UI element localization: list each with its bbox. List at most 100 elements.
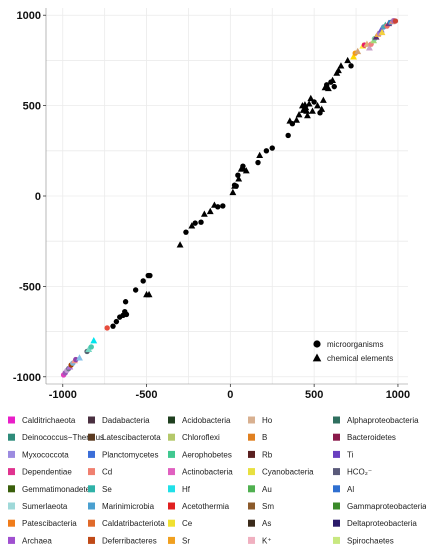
point-circle [147,272,153,279]
color-legend-swatch [8,468,15,476]
color-legend-label: Patescibacteria [22,519,77,528]
color-legend-swatch [333,519,340,527]
point-triangle [145,290,153,298]
color-legend-swatch [168,519,175,527]
point-circle [122,299,129,305]
point-triangle [354,47,362,55]
point-circle [263,148,270,154]
point-circle [215,204,221,210]
point-circle [220,203,226,209]
point-triangle [318,105,326,112]
color-legend-label: Archaea [22,536,52,545]
color-legend-swatch [248,468,255,476]
color-legend-label: Actinobacteria [182,468,233,477]
y-tick-label: 1000 [17,10,41,22]
color-legend-label: Gammaproteobacteria [347,502,426,511]
x-tick-label: -500 [136,389,158,401]
point-triangle [303,107,311,114]
point-circle [73,356,79,363]
color-legend-swatch [88,416,95,424]
color-legend-label: Bacteroidetes [347,433,396,442]
point-circle [311,99,317,105]
x-tick-label: 500 [305,389,323,401]
color-legend-label: HCO₂⁻ [347,468,372,477]
point-circle [331,83,337,90]
color-legend-label: Ce [182,519,193,528]
point-triangle [304,111,311,119]
point-triangle [366,44,373,51]
color-legend-swatch [248,502,255,510]
color-legend-label: Caldatribacteriota [102,519,165,528]
point-triangle [314,102,321,109]
color-legend-label: Spirochaetes [347,536,394,545]
shape-legend-label: microorganisms [327,340,383,349]
point-triangle [319,96,327,103]
grid [46,8,408,384]
point-triangle [293,116,300,123]
color-legend-label: As [262,519,271,528]
color-legend-swatch [88,536,95,544]
color-legend-label: Sm [262,502,274,511]
point-triangle [344,56,352,64]
point-triangle [76,354,83,361]
color-legend-swatch [248,519,255,527]
color-legend-label: Ti [347,450,354,459]
color-legend-label: Al [347,485,354,494]
color-legend-swatch [8,433,15,441]
color-legend-swatch [333,433,340,441]
point-triangle [235,175,243,182]
color-legend-swatch [168,433,175,441]
color-legend-label: Dependentiae [22,468,72,477]
color-legend-swatch [333,416,340,424]
color-legend-label: Deferribacteres [102,536,157,545]
color-legend-label: K⁺ [262,536,272,545]
point-triangle [242,167,250,174]
point-circle [132,287,139,293]
point-triangle [176,241,184,248]
legend-triangle-symbol [312,353,322,362]
color-legend-swatch [333,485,340,493]
shape-legend: microorganisms chemical elements [312,340,393,363]
color-legend-label: Dadabacteria [102,416,150,425]
point-circle [113,318,120,325]
color-legend-label: Cyanobacteria [262,468,314,477]
point-circle [348,63,354,69]
color-legend-label: Latescibacterota [102,433,161,442]
color-legend: Calditrichaeota Deinococcus−Thermus Myxoco… [8,416,426,545]
shape-legend-label: chemical elements [327,354,393,363]
color-legend-swatch [88,485,95,493]
point-triangle [329,76,337,84]
point-circle [192,220,198,226]
y-tick-label: -500 [19,281,41,293]
point-triangle [350,53,357,60]
color-legend-swatch [88,450,95,458]
color-legend-swatch [248,416,255,424]
color-legend-label: Au [262,485,272,494]
point-circle [183,229,189,235]
color-legend-label: Acetothermia [182,502,230,511]
color-legend-swatch [333,536,340,544]
color-legend-label: Alphaproteobacteria [347,416,419,425]
point-triangle [200,210,208,217]
color-legend-swatch [8,536,15,544]
point-circle [88,344,94,350]
y-tick-label: 500 [23,101,41,113]
color-legend-swatch [8,519,15,527]
y-tick-label: -1000 [13,372,41,384]
color-legend-swatch [248,450,255,458]
point-circle [269,145,275,151]
color-legend-label: B [262,433,267,442]
color-legend-label: Sr [182,536,190,545]
point-triangle [335,66,342,74]
color-legend-label: Aerophobetes [182,450,232,459]
color-legend-label: Cd [102,468,112,477]
color-legend-swatch [88,502,95,510]
color-legend-swatch [168,502,175,510]
point-triangle [256,151,264,159]
point-triangle [295,111,303,118]
point-circle [140,278,146,284]
point-circle [123,311,130,318]
color-legend-label: Chloroflexi [182,433,220,442]
point-circle [110,323,116,329]
